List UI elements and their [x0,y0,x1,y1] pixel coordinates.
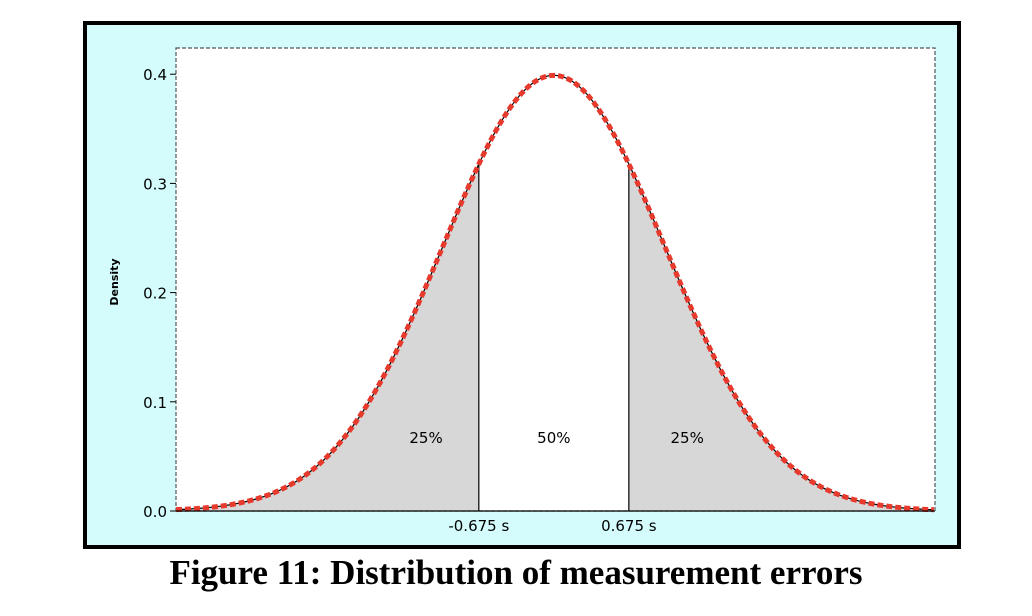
region-label: 25% [409,429,442,447]
shaded-region [176,164,479,511]
y-tick-label: 0.1 [143,394,167,412]
y-axis-label: Density [108,258,121,305]
region-label: 25% [671,429,704,447]
y-tick-label: 0.2 [143,285,167,303]
x-tick-label: 0.675 s [601,517,657,535]
figure-caption: Figure 11: Distribution of measurement e… [169,553,863,592]
density-curve [175,72,934,513]
y-tick-label: 0.4 [143,66,167,84]
y-tick-label: 0.3 [143,175,167,193]
x-tick-label: -0.675 s [448,517,509,535]
shaded-region [628,164,935,511]
y-tick-label: 0.0 [143,503,167,521]
plot-area [175,47,936,512]
region-label-center: 50% [537,429,570,447]
